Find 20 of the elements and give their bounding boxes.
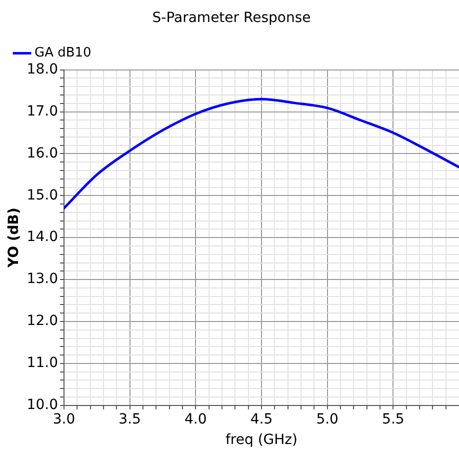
x-tick-label: 3.0 <box>52 411 76 428</box>
x-tick-label: 3.5 <box>118 411 141 428</box>
y-axis-title: YO (dB) <box>6 208 22 269</box>
x-tick-label: 4.5 <box>250 411 273 428</box>
y-tick-label: 13.0 <box>26 271 58 288</box>
y-tick-label: 10.0 <box>26 397 58 414</box>
legend-label: GA dB10 <box>34 46 92 61</box>
y-tick-label: 18.0 <box>26 61 58 78</box>
x-tick-label: 4.0 <box>184 411 207 428</box>
y-tick-label: 14.0 <box>26 229 58 246</box>
y-tick-label: 11.0 <box>26 355 58 372</box>
y-tick-label: 17.0 <box>26 103 58 120</box>
x-axis-title: freq (GHz) <box>225 432 298 448</box>
x-tick-label: 5.5 <box>382 411 404 428</box>
y-tick-label: 15.0 <box>26 187 58 204</box>
line-series <box>64 98 459 210</box>
x-tick-label: 5.0 <box>316 411 338 428</box>
chart-title: S-Parameter Response <box>152 10 311 26</box>
y-tick-label: 16.0 <box>26 145 58 162</box>
y-tick-label: 12.0 <box>26 313 58 330</box>
